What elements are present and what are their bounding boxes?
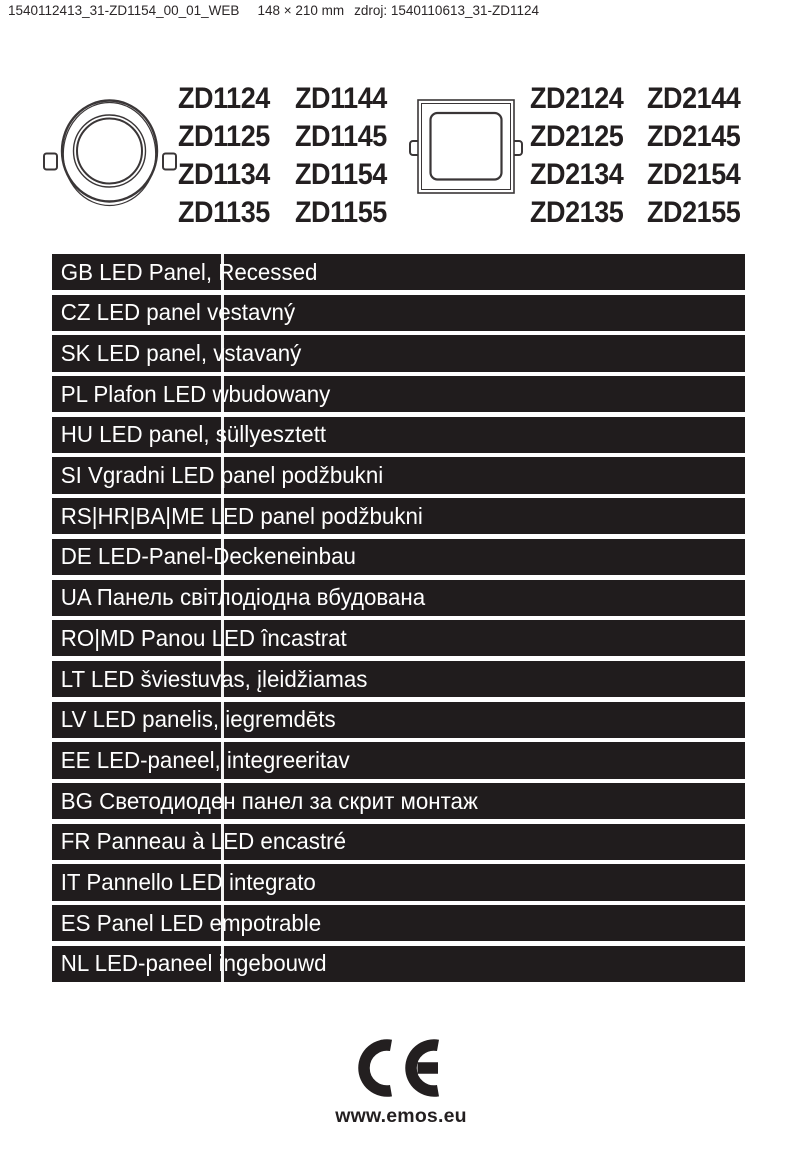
language-label: RO|MD Panou LED încastrat <box>52 625 347 652</box>
product-name-translation: Plafon LED wbudowany <box>93 380 331 407</box>
model-number: ZD1154 <box>295 158 387 191</box>
product-name-translation: LED-Panel-Deckeneinbau <box>97 543 356 570</box>
language-row: UA Панель світлодіодна вбудована <box>52 579 745 616</box>
language-code: NL <box>60 950 89 977</box>
model-number: ZD2125 <box>530 120 624 153</box>
product-name-translation: Светодиоден панел за скрит монтаж <box>99 787 478 814</box>
model-list-round: ZD1124 ZD1144 ZD1125 ZD1145 ZD1134 ZD1154 ZD11… <box>178 80 412 232</box>
model-number: ZD1145 <box>295 120 387 153</box>
language-label: RS|HR|BA|ME LED panel podžbukni <box>52 503 423 530</box>
language-row: CZ LED panel vestavný <box>52 294 745 331</box>
model-number: ZD2124 <box>530 82 624 115</box>
language-row: PL Plafon LED wbudowany <box>52 376 745 413</box>
language-label: NL LED-paneel ingebouwd <box>52 950 327 977</box>
language-code: CZ <box>60 299 91 326</box>
language-row: DE LED-Panel-Deckeneinbau <box>52 538 745 576</box>
language-code: DE <box>60 543 92 570</box>
language-row: LV LED panelis, iegremdēts <box>52 701 745 738</box>
source-file-id: zdroj: 1540110613_31-ZD1124 <box>354 3 540 18</box>
website-url: www.emos.eu <box>335 1105 467 1127</box>
language-label: CZ LED panel vestavný <box>52 299 295 326</box>
language-code: SI <box>60 462 82 489</box>
language-code: IT <box>60 868 81 895</box>
file-id: 1540112413_31-ZD1154_00_01_WEB <box>8 3 240 18</box>
product-name-translation: LED panel, vstavaný <box>96 340 302 366</box>
model-number: ZD2154 <box>647 158 741 191</box>
language-code: LT <box>60 665 85 692</box>
language-code: EE <box>60 746 91 773</box>
square-recessed-panel-icon <box>409 99 523 194</box>
model-number: ZD2155 <box>647 196 741 229</box>
language-row: RS|HR|BA|ME LED panel podžbukni <box>52 498 745 535</box>
language-code: FR <box>60 828 91 855</box>
language-row: SK LED panel, vstavaný <box>52 335 745 372</box>
language-code: HU <box>60 421 93 448</box>
language-row: NL LED-paneel ingebouwd <box>52 945 745 982</box>
product-name-translation: LED panel, süllyesztett <box>99 421 327 448</box>
language-row: EE LED-paneel, integreeritav <box>52 742 745 779</box>
ce-mark-icon <box>358 1039 439 1097</box>
language-code: GB <box>60 258 93 285</box>
language-label: SK LED panel, vstavaný <box>52 340 302 367</box>
product-name-translation: LED panel vestavný <box>96 299 296 326</box>
model-number: ZD1134 <box>178 158 270 191</box>
model-number: ZD2145 <box>647 120 741 153</box>
language-bars: GB LED Panel, Recessed CZ LED panel vest… <box>52 252 745 986</box>
product-name-translation: Panel LED empotrable <box>96 909 322 936</box>
model-number: ZD1124 <box>178 82 270 115</box>
language-code: PL <box>60 380 88 407</box>
model-list-square: ZD2124 ZD2144 ZD2125 ZD2145 ZD2134 ZD2154 ZD21… <box>530 80 764 232</box>
language-label: BG Светодиоден панел за скрит монтаж <box>52 788 478 815</box>
language-label: LT LED šviestuvas, įleidžiamas <box>52 665 368 693</box>
page-dimensions: 148 × 210 mm <box>257 3 345 18</box>
model-number: ZD1135 <box>178 196 270 229</box>
language-code: RS|HR|BA|ME <box>60 502 205 529</box>
fold-crop-mark-line <box>221 252 224 986</box>
language-code: BG <box>60 787 93 814</box>
language-label: DE LED-Panel-Deckeneinbau <box>52 543 356 570</box>
language-row: FR Panneau à LED encastré <box>52 823 745 860</box>
language-row: IT Pannello LED integrato <box>52 864 745 901</box>
product-name-translation: Panou LED încastrat <box>140 624 347 651</box>
language-label: EE LED-paneel, integreeritav <box>52 747 350 774</box>
language-label: UA Панель світлодіодна вбудована <box>52 584 425 611</box>
product-name-translation: Vgradni LED panel podžbukni <box>88 462 384 489</box>
language-code: ES <box>60 909 91 936</box>
language-label: GB LED Panel, Recessed <box>52 258 318 286</box>
language-label: HU LED panel, süllyesztett <box>52 421 326 448</box>
file-info-header: 1540112413_31-ZD1154_00_01_WEB 148 × 210 … <box>8 2 539 20</box>
product-name-translation: LED-paneel ingebouwd <box>94 950 327 977</box>
language-label: LV LED panelis, iegremdēts <box>52 706 336 733</box>
model-number: ZD1125 <box>178 120 270 153</box>
language-label: ES Panel LED empotrable <box>52 910 321 937</box>
product-name-translation: LED panel podžbukni <box>210 502 423 529</box>
language-row: GB LED Panel, Recessed <box>52 254 745 291</box>
model-number: ZD1155 <box>295 196 387 229</box>
language-code: UA <box>60 584 91 611</box>
product-name-translation: LED panelis, iegremdēts <box>92 706 336 733</box>
round-recessed-panel-icon <box>43 99 177 207</box>
language-label: FR Panneau à LED encastré <box>52 828 346 855</box>
product-name-translation: Pannello LED integrato <box>86 868 316 895</box>
model-number: ZD2135 <box>530 196 624 229</box>
language-code: LV <box>60 706 87 733</box>
language-label: PL Plafon LED wbudowany <box>52 380 331 408</box>
product-name-translation: Панель світлодіодна вбудована <box>96 584 426 611</box>
model-number: ZD2144 <box>647 82 741 115</box>
language-row: RO|MD Panou LED încastrat <box>52 620 745 657</box>
language-row: ES Panel LED empotrable <box>52 905 745 942</box>
language-code: RO|MD <box>60 624 135 651</box>
model-number: ZD2134 <box>530 158 624 191</box>
language-label: IT Pannello LED integrato <box>52 869 316 896</box>
language-label: SI Vgradni LED panel podžbukni <box>52 462 383 489</box>
language-row: LT LED šviestuvas, įleidžiamas <box>52 660 745 698</box>
language-row: BG Светодиоден панел за скрит монтаж <box>52 782 745 820</box>
language-code: SK <box>60 340 91 366</box>
language-row: HU LED panel, süllyesztett <box>52 416 745 453</box>
product-name-translation: LED Panel, Recessed <box>99 258 318 285</box>
product-name-translation: LED šviestuvas, įleidžiamas <box>90 665 368 692</box>
model-number: ZD1144 <box>295 82 387 115</box>
language-row: SI Vgradni LED panel podžbukni <box>52 457 745 494</box>
